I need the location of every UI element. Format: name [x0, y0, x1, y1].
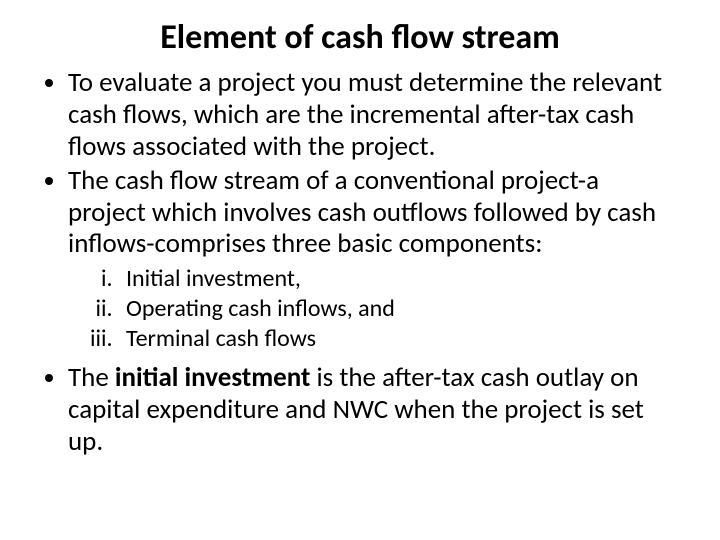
sublist-item: Initial investment, [118, 264, 680, 294]
bullet-item: The initial investment is the after-tax … [68, 362, 680, 458]
bullet-item: To evaluate a project you must determine… [68, 67, 680, 163]
roman-sublist: Initial investment, Operating cash inflo… [40, 264, 680, 354]
bullet-item: The cash flow stream of a conventional p… [68, 165, 680, 261]
main-bullet-list-continued: The initial investment is the after-tax … [40, 362, 680, 458]
sublist-item: Operating cash inflows, and [118, 294, 680, 324]
bullet-text-bold: initial investment [115, 361, 310, 394]
main-bullet-list: To evaluate a project you must determine… [40, 67, 680, 260]
bullet-text-pre: The [68, 361, 115, 394]
slide-title: Element of cash flow stream [40, 18, 680, 57]
slide: Element of cash flow stream To evaluate … [0, 0, 720, 540]
sublist-item: Terminal cash flows [118, 324, 680, 354]
